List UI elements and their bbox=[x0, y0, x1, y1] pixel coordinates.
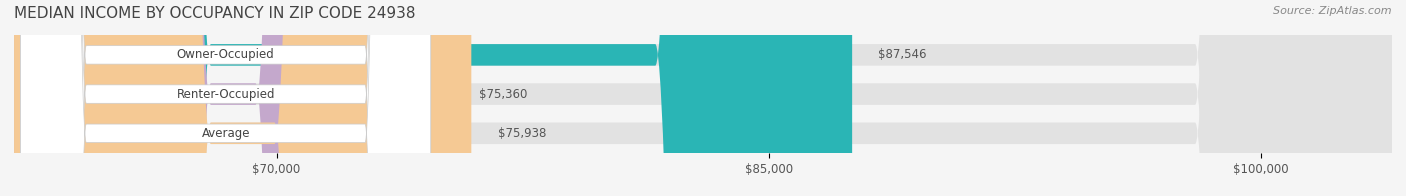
FancyBboxPatch shape bbox=[14, 0, 1392, 196]
Text: Source: ZipAtlas.com: Source: ZipAtlas.com bbox=[1274, 6, 1392, 16]
FancyBboxPatch shape bbox=[14, 0, 1392, 196]
FancyBboxPatch shape bbox=[14, 0, 471, 196]
Text: $75,938: $75,938 bbox=[498, 127, 546, 140]
Text: MEDIAN INCOME BY OCCUPANCY IN ZIP CODE 24938: MEDIAN INCOME BY OCCUPANCY IN ZIP CODE 2… bbox=[14, 6, 416, 21]
FancyBboxPatch shape bbox=[14, 0, 1392, 196]
Text: Owner-Occupied: Owner-Occupied bbox=[177, 48, 274, 61]
FancyBboxPatch shape bbox=[21, 0, 430, 196]
Text: $75,360: $75,360 bbox=[478, 88, 527, 101]
Text: Average: Average bbox=[201, 127, 250, 140]
FancyBboxPatch shape bbox=[14, 0, 852, 196]
Text: $87,546: $87,546 bbox=[879, 48, 927, 61]
Text: Renter-Occupied: Renter-Occupied bbox=[176, 88, 276, 101]
FancyBboxPatch shape bbox=[14, 0, 453, 196]
FancyBboxPatch shape bbox=[21, 0, 430, 196]
FancyBboxPatch shape bbox=[21, 0, 430, 196]
